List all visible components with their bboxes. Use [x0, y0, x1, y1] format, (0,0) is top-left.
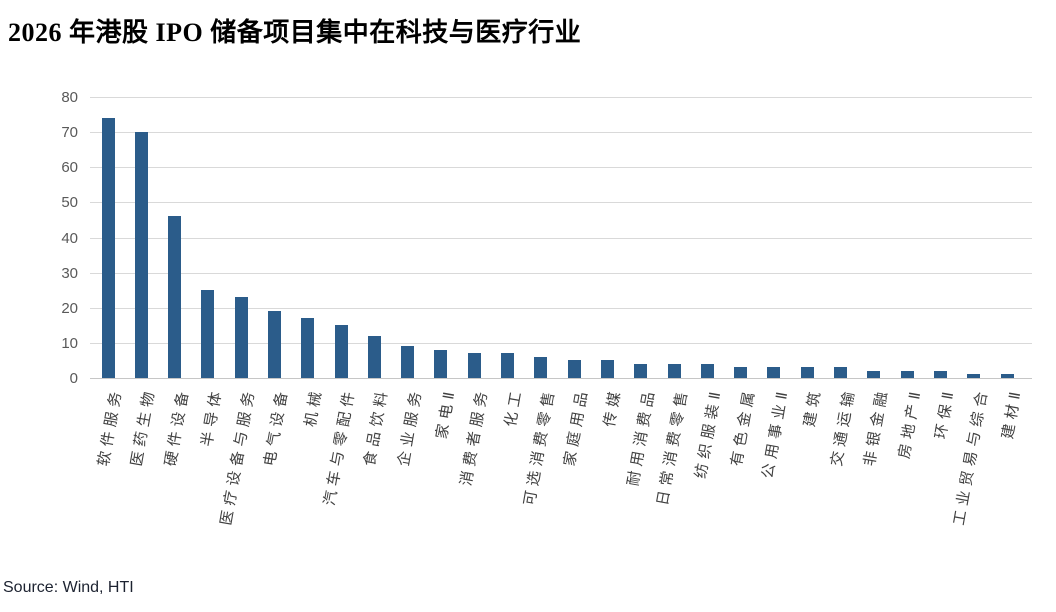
bar — [168, 216, 181, 378]
bar — [934, 371, 947, 378]
bar — [501, 353, 514, 378]
gridline — [90, 308, 1032, 309]
bar — [301, 318, 314, 378]
bar — [701, 364, 714, 378]
y-axis-tick-label: 60 — [61, 159, 78, 176]
gridline — [90, 167, 1032, 168]
bar — [368, 336, 381, 378]
bar — [335, 325, 348, 378]
bar — [834, 367, 847, 378]
gridline — [90, 97, 1032, 98]
bar — [268, 311, 281, 378]
bar — [801, 367, 814, 378]
bar — [235, 297, 248, 378]
bar — [867, 371, 880, 378]
bar — [568, 360, 581, 378]
bar — [468, 353, 481, 378]
bar — [734, 367, 747, 378]
gridline — [90, 273, 1032, 274]
bar — [135, 132, 148, 378]
bar — [401, 346, 414, 378]
y-axis-tick-label: 10 — [61, 335, 78, 352]
bar — [434, 350, 447, 378]
bar — [201, 290, 214, 378]
y-axis-tick-label: 80 — [61, 89, 78, 106]
bar — [534, 357, 547, 378]
source-note: Source: Wind, HTI — [3, 579, 134, 596]
bar — [767, 367, 780, 378]
chart-title: 2026 年港股 IPO 储备项目集中在科技与医疗行业 — [8, 18, 582, 47]
gridline — [90, 132, 1032, 133]
gridline — [90, 343, 1032, 344]
bar — [668, 364, 681, 378]
x-axis-line — [90, 378, 1032, 379]
bar — [1001, 374, 1014, 378]
bar — [102, 118, 115, 378]
gridline — [90, 202, 1032, 203]
bar — [967, 374, 980, 378]
bar — [634, 364, 647, 378]
y-axis-tick-label: 70 — [61, 124, 78, 141]
bar — [601, 360, 614, 378]
gridline — [90, 238, 1032, 239]
y-axis-tick-label: 30 — [61, 265, 78, 282]
y-axis-tick-label: 0 — [69, 370, 78, 387]
bar — [901, 371, 914, 378]
y-axis-tick-label: 40 — [61, 230, 78, 247]
y-axis-tick-label: 50 — [61, 194, 78, 211]
y-axis-tick-label: 20 — [61, 300, 78, 317]
